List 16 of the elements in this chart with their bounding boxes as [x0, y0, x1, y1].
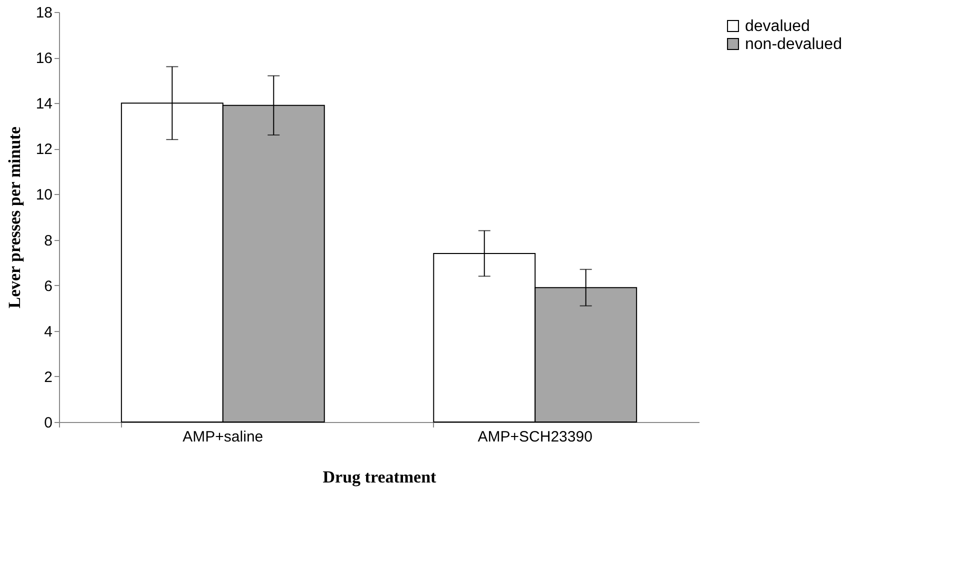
y-tick-label: 18 — [36, 4, 52, 22]
y-tick-label: 12 — [36, 141, 52, 158]
y-tick-label: 0 — [44, 414, 52, 432]
y-tick-label: 6 — [44, 278, 52, 295]
legend-label: devalued — [745, 18, 810, 35]
y-axis-title: Lever presses per minute — [4, 126, 24, 308]
legend-label: non-devalued — [745, 36, 842, 53]
y-tick-label: 8 — [44, 232, 52, 250]
y-tick-label: 14 — [36, 96, 52, 113]
y-tick-label: 2 — [44, 368, 52, 386]
x-tick-label: AMP+SCH23390 — [478, 428, 592, 446]
x-tick-label: AMP+saline — [182, 428, 264, 446]
y-tick-label: 4 — [44, 323, 52, 340]
y-tick-label: 16 — [36, 50, 52, 68]
y-tick-label: 10 — [36, 186, 52, 204]
x-axis-title: Drug treatment — [322, 468, 437, 486]
